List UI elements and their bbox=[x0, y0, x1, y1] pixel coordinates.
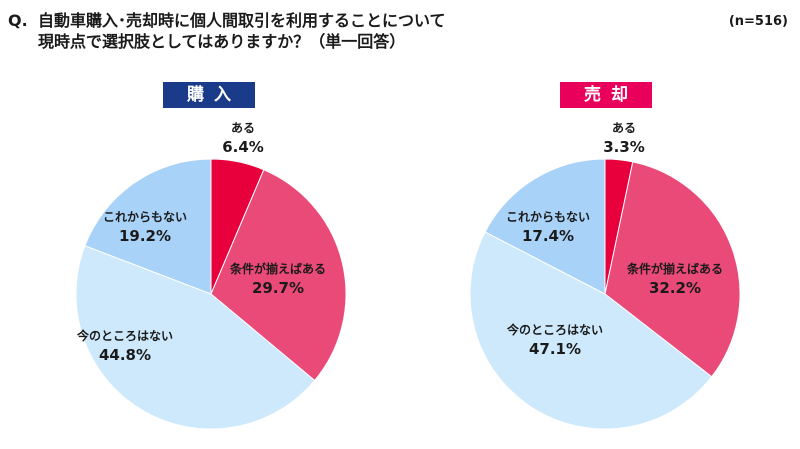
question-line-2: 現時点で選択肢としてはありますか？（単一回答） bbox=[38, 32, 406, 51]
pie-chart-purchase: ある 6.4% 条件が揃えばある 29.7% 今のところはない 44.8% これからもない 1… bbox=[75, 121, 347, 430]
pie-chart-sale: ある 3.3% 条件が揃えばある 32.2% 今のところはない 47.1% これからもない 1… bbox=[469, 121, 741, 430]
slice-value-korekaramo-nai: 17.4% bbox=[522, 227, 574, 245]
pie-slice-korekaramo-nai bbox=[484, 158, 606, 295]
question-prefix: Q. bbox=[8, 11, 28, 30]
slice-value-joken-ga-soroeba-aru: 32.2% bbox=[649, 279, 701, 297]
chart-title-purchase: 購入 bbox=[163, 82, 255, 108]
slice-label-korekaramo-nai: これからもない bbox=[103, 210, 187, 224]
pie-slice-imanotokoro-wa-nai bbox=[75, 245, 316, 430]
slice-label-aru: ある bbox=[231, 121, 255, 135]
pie-slice-joken-ga-soroeba-aru bbox=[210, 169, 347, 382]
slice-value-korekaramo-nai: 19.2% bbox=[119, 227, 171, 245]
slice-value-aru: 3.3% bbox=[603, 138, 645, 156]
slice-label-joken-ga-soroeba-aru: 条件が揃えばある bbox=[229, 261, 326, 276]
sample-size: (n=516) bbox=[728, 14, 788, 29]
slice-value-joken-ga-soroeba-aru: 29.7% bbox=[252, 279, 304, 297]
pie-slice-korekaramo-nai bbox=[84, 158, 212, 295]
slice-label-korekaramo-nai: これからもない bbox=[506, 210, 590, 224]
slice-label-imanotokoro-wa-nai: 今のところはない bbox=[76, 328, 173, 343]
chart-title-sale: 売却 bbox=[560, 82, 652, 108]
question-line-1: 自動車購入･売却時に個人間取引を利用することについて bbox=[38, 11, 446, 30]
slice-value-imanotokoro-wa-nai: 47.1% bbox=[529, 340, 581, 358]
pie-slice-joken-ga-soroeba-aru bbox=[604, 161, 741, 378]
slice-label-imanotokoro-wa-nai: 今のところはない bbox=[506, 322, 603, 337]
question-text: Q. 自動車購入･売却時に個人間取引を利用することについて 現時点で選択肢としては… bbox=[8, 10, 446, 52]
slice-label-aru: ある bbox=[612, 121, 636, 135]
slice-value-aru: 6.4% bbox=[222, 138, 264, 156]
slice-value-imanotokoro-wa-nai: 44.8% bbox=[99, 346, 151, 364]
pie-slice-imanotokoro-wa-nai bbox=[469, 231, 713, 430]
slice-label-joken-ga-soroeba-aru: 条件が揃えばある bbox=[626, 261, 723, 276]
